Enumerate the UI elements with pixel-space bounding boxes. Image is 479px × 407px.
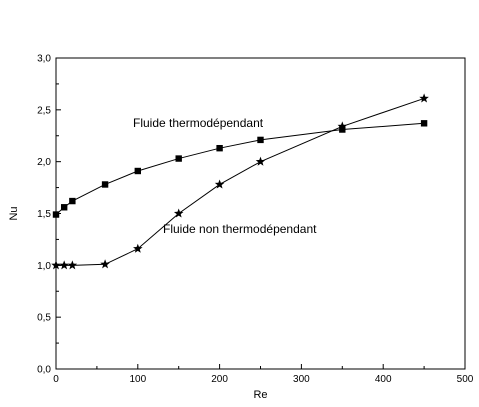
data-point-star bbox=[173, 208, 184, 218]
y-tick-label: 1,0 bbox=[37, 261, 51, 272]
data-point-star bbox=[59, 260, 69, 270]
data-point-square bbox=[257, 136, 264, 144]
series-annotation: Fluide non thermodépendant bbox=[163, 222, 317, 236]
series-layer bbox=[51, 93, 429, 270]
ticks-layer: 0 100 200 300 400 500 0,0 0,5 1,0 1,5 2,0 2,5 3,0 bbox=[37, 54, 474, 386]
y-tick-label: 2,5 bbox=[37, 105, 51, 116]
series-line bbox=[55, 122, 425, 215]
x-tick-label: 200 bbox=[211, 374, 228, 385]
data-point-square bbox=[339, 126, 346, 133]
x-axis-title: Re bbox=[253, 389, 267, 401]
x-tick-label: 0 bbox=[53, 374, 59, 385]
data-point-star bbox=[419, 93, 429, 103]
data-point-square bbox=[60, 204, 68, 211]
data-point-star bbox=[214, 179, 225, 189]
data-point-square bbox=[420, 120, 428, 127]
series-2 bbox=[51, 93, 429, 270]
y-tick-label: 3,0 bbox=[37, 54, 51, 65]
data-point-square bbox=[101, 181, 109, 188]
data-point-star bbox=[100, 259, 110, 269]
data-point-star bbox=[255, 156, 266, 166]
plot-frame-layer bbox=[55, 57, 466, 370]
y-tick-label: 1,5 bbox=[37, 209, 51, 220]
x-tick-label: 300 bbox=[293, 374, 310, 385]
data-point-star bbox=[337, 121, 348, 131]
x-tick-label: 500 bbox=[457, 374, 474, 385]
data-point-star bbox=[67, 260, 78, 270]
x-tick-label: 100 bbox=[129, 374, 146, 385]
data-point-star bbox=[51, 260, 61, 270]
series-annotation: Fluide thermodépendant bbox=[133, 116, 264, 130]
data-point-star bbox=[133, 243, 143, 253]
data-point-square bbox=[175, 155, 182, 162]
data-point-square bbox=[69, 197, 76, 205]
data-point-square bbox=[216, 144, 223, 152]
labels-layer: Re Nu Fluide thermodépendant Fluide non the… bbox=[8, 116, 317, 401]
plot-frame bbox=[55, 57, 466, 370]
data-point-square bbox=[52, 211, 60, 218]
series-line bbox=[56, 97, 425, 266]
y-axis-title: Nu bbox=[8, 206, 20, 220]
y-tick-label: 0,5 bbox=[37, 313, 51, 324]
data-point-square bbox=[134, 167, 141, 175]
y-tick-label: 2,0 bbox=[37, 157, 51, 168]
y-tick-label: 0,0 bbox=[37, 365, 51, 376]
x-tick-label: 400 bbox=[375, 374, 392, 385]
series-1 bbox=[52, 120, 428, 218]
